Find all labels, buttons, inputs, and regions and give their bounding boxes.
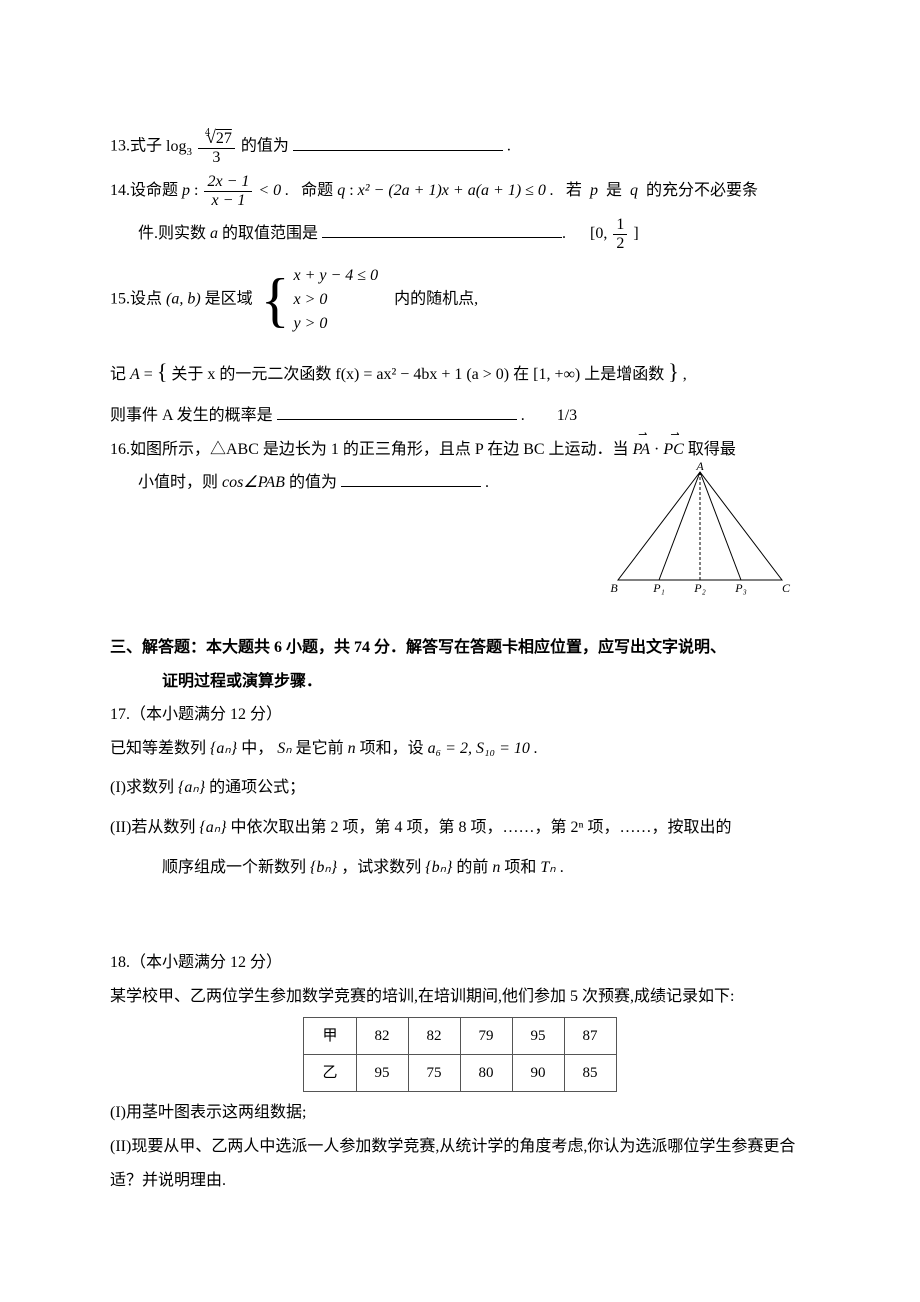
vector-PC: PC [663, 437, 683, 463]
table-cell: 95 [512, 1018, 564, 1055]
q15-blank [277, 403, 517, 420]
q13: 13.式子 log3 4√27 3 的值为 . [110, 128, 810, 166]
q17-p1: (I)求数列 {aₙ} 的通项公式； [110, 775, 810, 801]
table-cell: 乙 [304, 1055, 356, 1092]
q14-line1: 14.设命题 p : 2x − 1 x − 1 < 0 . 命题 q : x² … [110, 174, 810, 209]
q15-answer: 1/3 [557, 407, 577, 424]
q15-line2: 记 A = { 关于 x 的一元二次函数 f(x) = ax² − 4bx + … [110, 354, 810, 389]
q18-table: 甲8282799587乙9575809085 [303, 1017, 616, 1092]
table-cell: 80 [460, 1055, 512, 1092]
table-cell: 82 [408, 1018, 460, 1055]
table-cell: 甲 [304, 1018, 356, 1055]
svg-text:P₁: P₁ [652, 581, 665, 595]
q13-blank [293, 134, 503, 151]
table-cell: 87 [564, 1018, 616, 1055]
q17-p2b: 顺序组成一个新数列 {bₙ} ，试求数列 {bₙ} 的前 n 项和 Tₙ . [110, 855, 810, 881]
svg-text:P₂: P₂ [693, 581, 706, 595]
q18-line1: 某学校甲、乙两位学生参加数学竞赛的培训,在培训期间,他们参加 5 次预赛,成绩记… [110, 984, 810, 1010]
q13-suffix: . [507, 138, 511, 155]
table-cell: 95 [356, 1055, 408, 1092]
q17-p2: (II)若从数列 {aₙ} 中依次取出第 2 项，第 4 项，第 8 项，……，… [110, 815, 810, 841]
q18-p2b: 适？并说明理由. [110, 1168, 810, 1194]
q14-answer: [0, 1 2 ] [590, 225, 639, 242]
q13-expr: log3 4√27 3 [166, 138, 241, 155]
q15-set-text: 关于 x 的一元二次函数 f(x) = ax² − 4bx + 1 (a > 0… [171, 366, 664, 383]
table-cell: 82 [356, 1018, 408, 1055]
svg-text:A: A [695, 460, 704, 473]
q18-head: 18.（本小题满分 12 分） [110, 950, 810, 976]
svg-text:C: C [782, 581, 791, 595]
q15-line1: 15.设点 (a, b) 是区域 { x + y − 4 ≤ 0 x > 0 y… [110, 260, 810, 340]
vector-PA: PA [633, 437, 650, 463]
svg-text:B: B [610, 581, 618, 595]
q17-given: 已知等差数列 {aₙ} 中， Sₙ 是它前 n 项和，设 a₆ = 2, S₁₀… [110, 736, 810, 762]
svg-text:P₃: P₃ [734, 581, 747, 595]
q14-line2: 件.则实数 a 的取值范围是 . [0, 1 2 ] [110, 217, 810, 252]
section-3-title-2: 证明过程或演算步骤． [110, 669, 810, 695]
q15-system: { x + y − 4 ≤ 0 x > 0 y > 0 [257, 264, 378, 336]
section-3-title: 三、解答题：本大题共 6 小题，共 74 分．解答写在答题卡相应位置，应写出文字… [110, 635, 810, 661]
table-cell: 75 [408, 1055, 460, 1092]
table-cell: 79 [460, 1018, 512, 1055]
table-cell: 90 [512, 1055, 564, 1092]
q18-p2: (II)现要从甲、乙两人中选派一人参加数学竞赛,从统计学的角度考虑,你认为选派哪… [110, 1134, 810, 1160]
q13-mid: 的值为 [241, 138, 289, 155]
q18-p1: (I)用茎叶图表示这两组数据; [110, 1100, 810, 1126]
q16-blank [341, 470, 481, 487]
q17-head: 17.（本小题满分 12 分） [110, 702, 810, 728]
q16-line1: 16.如图所示，△ABC 是边长为 1 的正三角形，且点 P 在边 BC 上运动… [110, 437, 810, 463]
q15-line3: 则事件 A 发生的概率是 . 1/3 [110, 403, 810, 429]
q13-prefix: 13.式子 [110, 138, 162, 155]
table-cell: 85 [564, 1055, 616, 1092]
q14-blank [322, 221, 562, 238]
q16-figure: A B C P₁ P₂ P₃ [600, 460, 800, 609]
